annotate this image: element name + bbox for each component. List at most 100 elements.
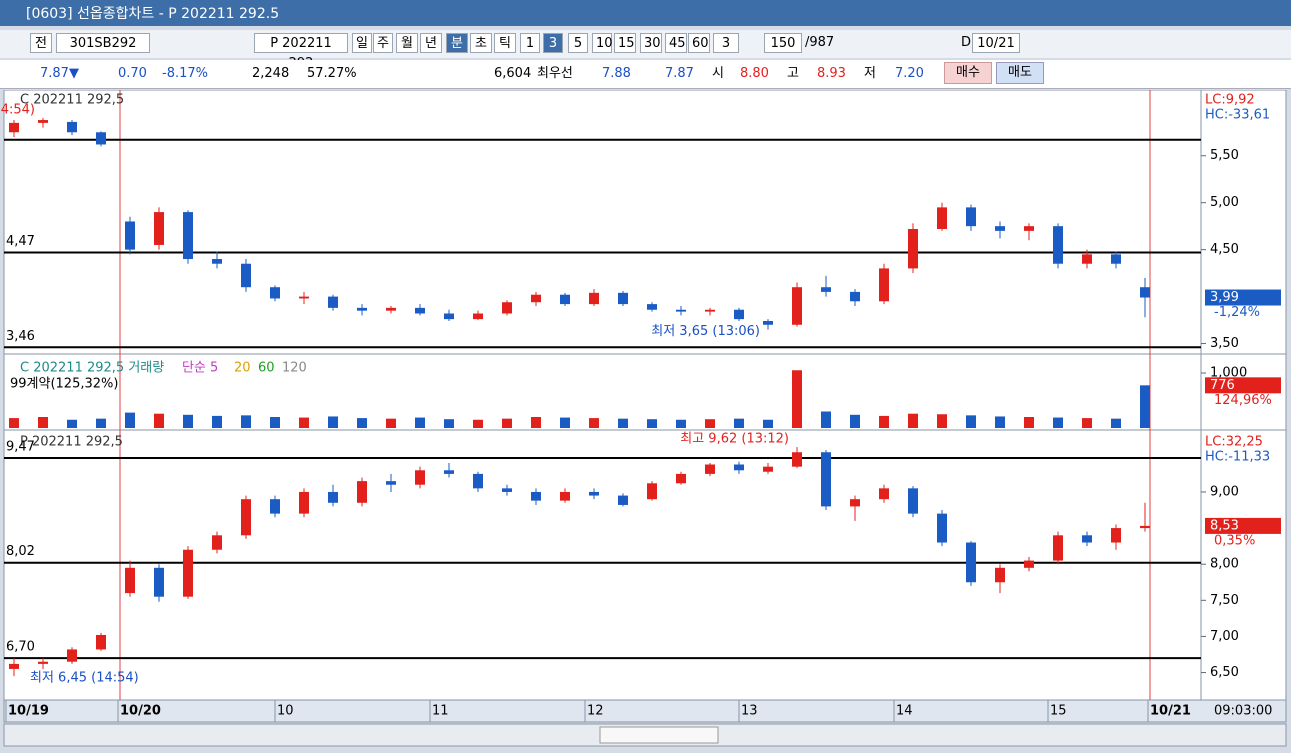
volume-bar: [763, 419, 773, 428]
candle-body: [676, 309, 686, 312]
candle-body: [415, 470, 425, 485]
toolbar-item[interactable]: 60: [688, 33, 710, 53]
rate: -8.17%: [162, 66, 208, 81]
title-bar: [0603] 선옵종합차트 - P 202211 292.5: [0, 0, 1291, 26]
candle-body: [879, 488, 889, 500]
toolbar-item[interactable]: 5: [568, 33, 588, 53]
volume-bar: [241, 415, 251, 428]
candle-body: [1111, 528, 1121, 543]
scroll-thumb[interactable]: [599, 726, 719, 744]
toolbar-item[interactable]: 초: [470, 33, 492, 53]
toolbar-item[interactable]: 10/21: [972, 33, 1020, 53]
volume-bar: [937, 414, 947, 428]
date-label: 12: [587, 704, 604, 719]
volume-bar: [183, 414, 193, 428]
lc-label: LC:32,25: [1205, 435, 1263, 450]
toolbar-item[interactable]: D: [961, 35, 972, 50]
date-label: 11: [432, 704, 449, 719]
y-tick-label: 4,50: [1210, 242, 1239, 257]
candle-body: [386, 307, 396, 311]
candle-body: [937, 513, 947, 543]
candle-body: [618, 495, 628, 505]
candle-body: [995, 567, 1005, 583]
toolbar-item[interactable]: /987: [805, 35, 835, 50]
volume-bar: [705, 419, 715, 428]
volume-bar: [821, 411, 831, 428]
toolbar-item[interactable]: 3: [713, 33, 739, 53]
toolbar-item[interactable]: 45: [665, 33, 687, 53]
toolbar-item[interactable]: 150: [764, 33, 802, 53]
candle-body: [299, 491, 309, 514]
toolbar-item[interactable]: 월: [396, 33, 418, 53]
date-label: 14: [896, 704, 913, 719]
candle-body: [415, 307, 425, 314]
open-interest: 6,604: [494, 66, 532, 81]
open: 8.80: [740, 66, 769, 81]
toolbar-item[interactable]: 틱: [494, 33, 516, 53]
candle-body: [270, 287, 280, 299]
volume-bar: [879, 415, 889, 428]
date-label: 13: [741, 704, 758, 719]
date-label: 10: [277, 704, 294, 719]
y-tick-label: 5,50: [1210, 148, 1239, 163]
volume-bar: [502, 418, 512, 428]
volume-bar: [734, 418, 744, 428]
high-note: 최고 6,01 (14:54): [0, 103, 35, 118]
volume-bar: [1024, 417, 1034, 428]
volume-bar: [908, 413, 918, 428]
last-label: 776: [1210, 378, 1235, 393]
low: 7.20: [895, 66, 924, 81]
candle-body: [734, 309, 744, 320]
candle-body: [183, 549, 193, 597]
toolbar-item[interactable]: 1: [520, 33, 540, 53]
toolbar-item[interactable]: 3: [543, 33, 563, 53]
toolbar-item[interactable]: 15: [614, 33, 636, 53]
volume-bar: [96, 418, 106, 428]
date-axis: [3, 699, 1287, 723]
candle-body: [966, 207, 976, 227]
level-label: 4,47: [6, 234, 35, 249]
candle-body: [850, 291, 860, 302]
ma-label: 120: [282, 361, 307, 376]
candle-body: [241, 499, 251, 536]
bid: 7.87: [665, 66, 694, 81]
candle-body: [763, 321, 773, 325]
toolbar-item[interactable]: 일: [352, 33, 372, 53]
last-label: 3,99: [1210, 290, 1239, 305]
y-tick-label: 1,000: [1210, 366, 1247, 381]
candle-body: [212, 535, 222, 550]
toolbar-item[interactable]: P 202211 292: [254, 33, 348, 71]
ma-label: 단순 5: [182, 361, 218, 376]
toolbar-item[interactable]: 30: [640, 33, 662, 53]
candle-body: [1140, 525, 1150, 529]
buy-button[interactable]: 매수: [944, 62, 992, 84]
volume-bar: [270, 417, 280, 428]
chart: C 202211 292,5 5,50 5,00 4,50 3,50 4,47 3,46 LC…: [0, 90, 1287, 747]
toolbar-item[interactable]: 10: [592, 33, 613, 53]
volume-bar: [9, 418, 19, 428]
last-rate: 124,96%: [1214, 393, 1272, 408]
last-rate: 0,35%: [1214, 533, 1255, 548]
low-label: 저: [864, 66, 876, 81]
candle-body: [328, 491, 338, 503]
candle-body: [879, 268, 889, 302]
toolbar-item[interactable]: 년: [420, 33, 442, 53]
candle-body: [966, 542, 976, 583]
candle-body: [734, 464, 744, 471]
sell-button[interactable]: 매도: [996, 62, 1044, 84]
ma-label: 20: [234, 361, 251, 376]
candle-body: [38, 661, 48, 664]
candle-body: [1024, 226, 1034, 231]
candle-body: [328, 296, 338, 308]
toolbar-item[interactable]: 분: [446, 33, 468, 53]
low-note: 최저 3,65 (13:06): [651, 324, 760, 339]
toolbar-item[interactable]: 301SB292: [56, 33, 150, 53]
candle-body: [531, 491, 541, 501]
open-label: 시: [712, 66, 724, 81]
time-label: 09:03:00: [1214, 704, 1272, 719]
toolbar-item[interactable]: 주: [373, 33, 393, 53]
best-label: 최우선: [537, 66, 573, 81]
date-label: 10/21: [1150, 704, 1191, 719]
date-label: 15: [1050, 704, 1067, 719]
toolbar-item[interactable]: 전: [30, 33, 52, 53]
